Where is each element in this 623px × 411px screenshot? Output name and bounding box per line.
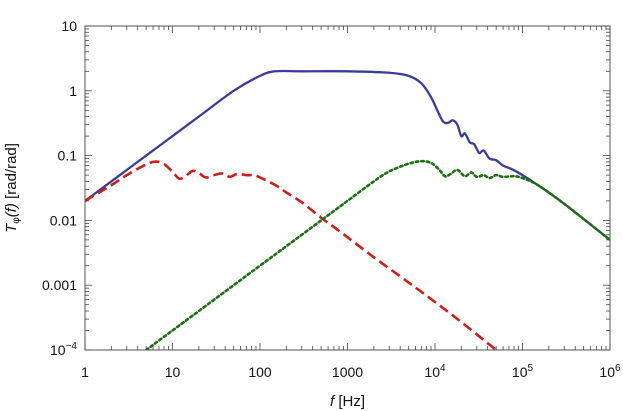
ticks-layer: 1 10 100 1000 104 105 106 10−4 0.001 0.01 0.1 1 10 bbox=[42, 18, 621, 380]
y-tick-label: 0.1 bbox=[58, 148, 78, 164]
y-axis-label-subscript: φ bbox=[11, 217, 22, 224]
x-tick-label: 106 bbox=[599, 363, 621, 380]
series-line-solid bbox=[85, 69, 610, 241]
x-tick-label: 1000 bbox=[332, 364, 363, 380]
x-tick-label: 105 bbox=[512, 363, 534, 380]
y-tick-label: 1 bbox=[69, 83, 77, 99]
series-line-dashed bbox=[85, 160, 497, 350]
series-line-dotted bbox=[144, 159, 610, 350]
x-axis-label-symbol: f bbox=[330, 393, 336, 410]
y-axis-label: Tφ(f) [rad/rad] bbox=[3, 143, 22, 233]
y-tick-label: 10−4 bbox=[50, 341, 77, 358]
y-tick-label: 10 bbox=[61, 18, 77, 34]
x-tick-label: 1 bbox=[81, 364, 89, 380]
x-axis-label-unit: [Hz] bbox=[334, 393, 365, 410]
x-tick-label: 10 bbox=[165, 364, 181, 380]
x-axis-label: f [Hz] bbox=[330, 393, 365, 410]
y-tick-label: 0.01 bbox=[50, 212, 77, 228]
labels-layer: f [Hz] Tφ(f) [rad/rad] bbox=[3, 143, 365, 410]
series-layer bbox=[85, 69, 610, 350]
y-axis-label-unit: [rad/rad] bbox=[3, 143, 20, 203]
x-tick-label: 100 bbox=[248, 364, 272, 380]
y-axis-label-symbol: T bbox=[3, 222, 20, 233]
y-axis-label-arg: (f) bbox=[3, 203, 20, 217]
x-tick-label: 104 bbox=[424, 363, 446, 380]
y-tick-label: 0.001 bbox=[42, 277, 77, 293]
